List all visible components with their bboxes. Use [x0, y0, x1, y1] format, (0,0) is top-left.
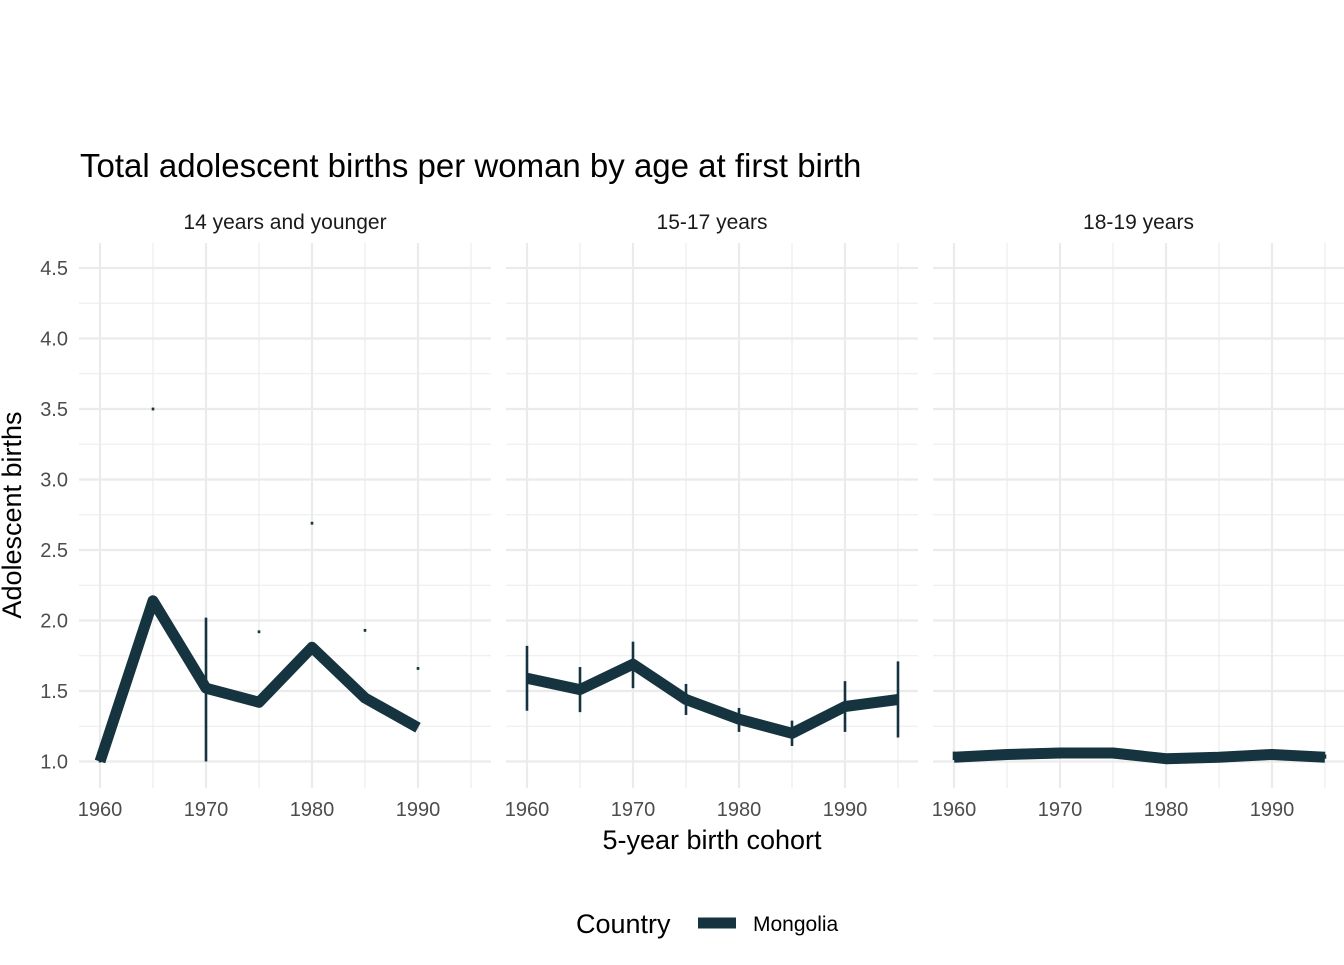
y-tick-label: 4.0 [40, 329, 68, 351]
x-tick-label: 1980 [1144, 799, 1189, 821]
facet-strip-label: 15-17 years [657, 211, 768, 234]
x-tick-label: 1990 [1250, 799, 1295, 821]
series-line-mongolia [953, 747, 1326, 765]
facet-panel-2: 15-17 years 1960 1970 1980 1990 [505, 211, 918, 821]
chart-title: Total adolescent births per woman by age… [80, 147, 861, 184]
facet-panel-3: 18-19 years 1960 1970 1980 1990 [932, 211, 1344, 821]
y-tick-label: 4.5 [40, 258, 68, 280]
x-tick-label: 1990 [396, 799, 441, 821]
x-tick-label: 1980 [717, 799, 762, 821]
x-axis-title: 5-year birth cohort [602, 825, 822, 855]
y-tick-label: 1.0 [40, 752, 68, 774]
y-tick-label: 1.5 [40, 681, 68, 703]
series-line-mongolia [525, 658, 899, 739]
facet-panel-1: 14 years and younger 1960 1970 1980 1990 1.0 1… [40, 211, 491, 821]
x-tick-label: 1990 [823, 799, 868, 821]
y-axis-title: Adolescent births [0, 411, 27, 618]
facet-strip-label: 18-19 years [1083, 211, 1194, 234]
legend-title: Country [576, 909, 671, 939]
x-tick-label: 1960 [78, 799, 123, 821]
facet-panels: 14 years and younger 1960 1970 1980 1990 1.0 1… [40, 211, 1344, 821]
legend-label-mongolia: Mongolia [753, 913, 839, 936]
series-line-mongolia [94, 595, 421, 764]
y-tick-label: 3.5 [40, 399, 68, 421]
facet-strip-label: 14 years and younger [183, 211, 386, 234]
x-tick-label: 1970 [1038, 799, 1083, 821]
x-tick-label: 1960 [932, 799, 977, 821]
x-tick-label: 1970 [611, 799, 656, 821]
y-tick-label: 2.0 [40, 611, 68, 633]
y-tick-label: 3.0 [40, 470, 68, 492]
x-tick-label: 1960 [505, 799, 550, 821]
legend: Country Mongolia [576, 909, 839, 939]
x-tick-label: 1980 [290, 799, 335, 821]
y-tick-label: 2.5 [40, 540, 68, 562]
x-tick-label: 1970 [184, 799, 229, 821]
